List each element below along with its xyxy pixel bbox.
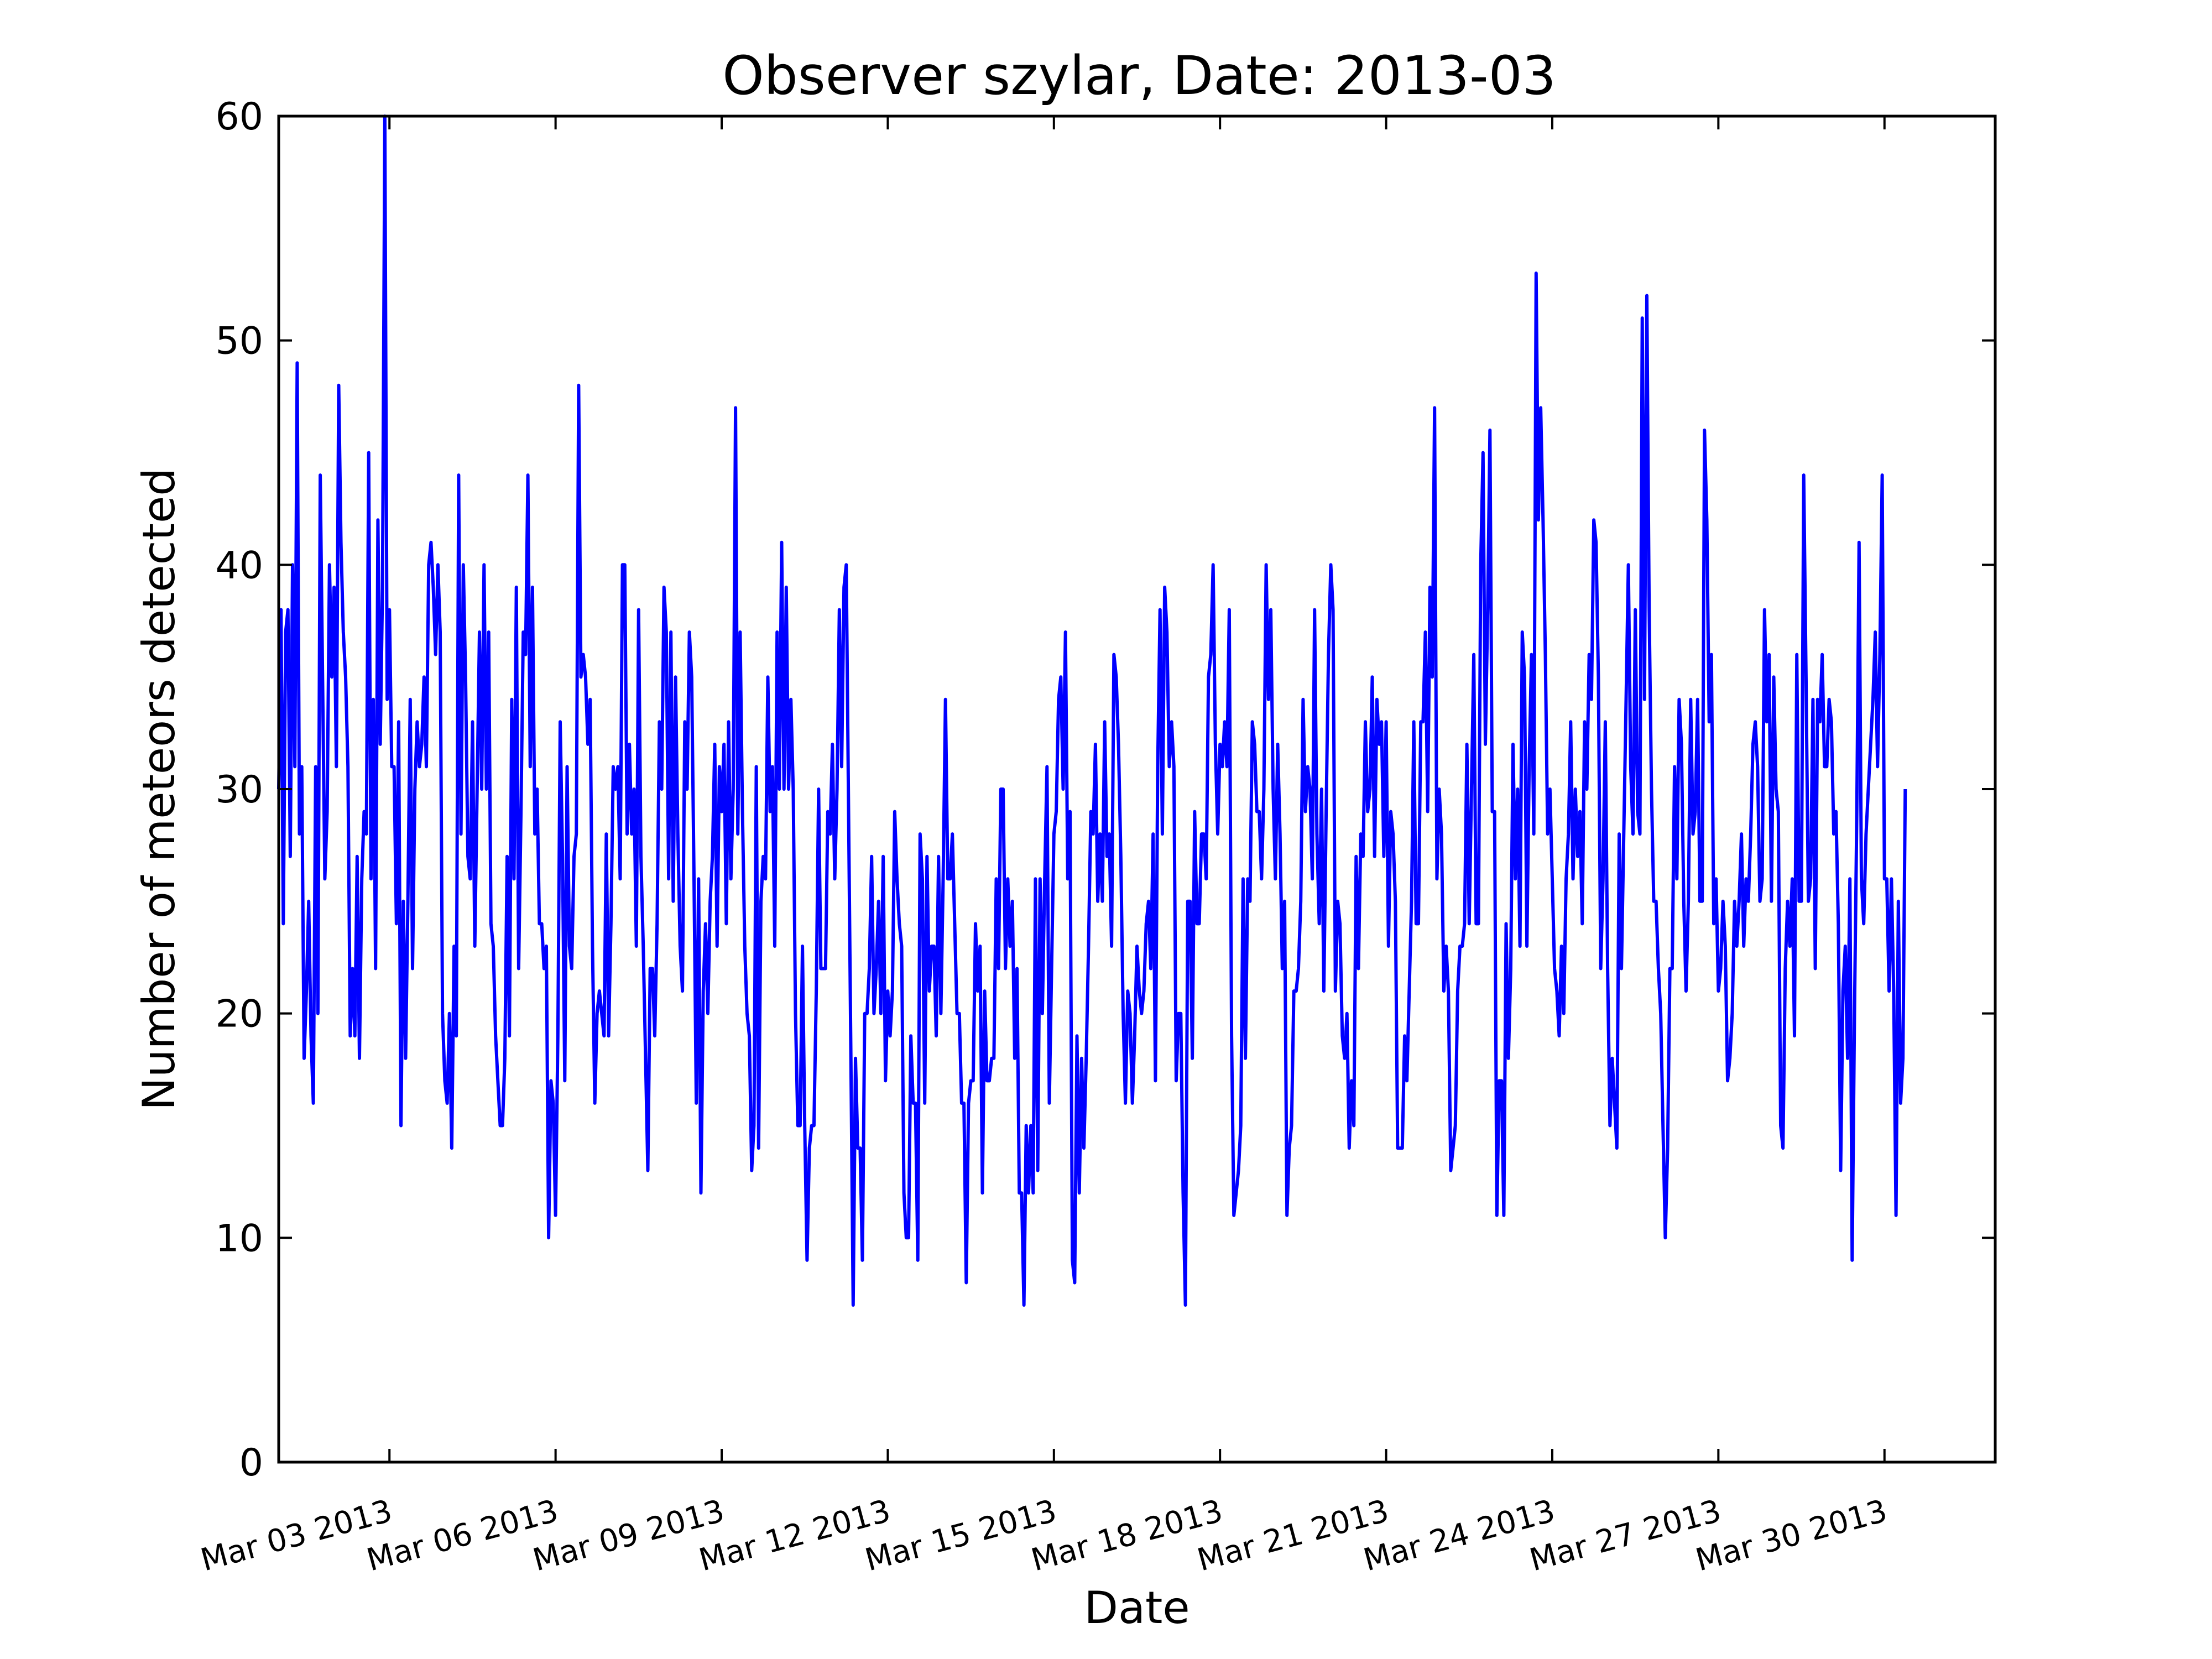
series-line — [277, 114, 1907, 1307]
data-layer — [277, 114, 1907, 1307]
y-tick-label: 0 — [239, 1441, 263, 1485]
y-tick-label: 30 — [215, 768, 263, 812]
x-axis-label: Date — [1084, 1582, 1190, 1634]
y-axis-label: Number of meteors detected — [133, 468, 185, 1110]
plot-frame — [277, 114, 1997, 1464]
chart-title: Observer szylar, Date: 2013-03 — [722, 45, 1556, 107]
y-tick-label: 50 — [215, 320, 263, 363]
y-tick-label: 40 — [215, 544, 263, 587]
y-tick-label: 10 — [215, 1217, 263, 1260]
y-tick-label: 60 — [215, 95, 263, 139]
y-tick-label: 20 — [215, 993, 263, 1036]
